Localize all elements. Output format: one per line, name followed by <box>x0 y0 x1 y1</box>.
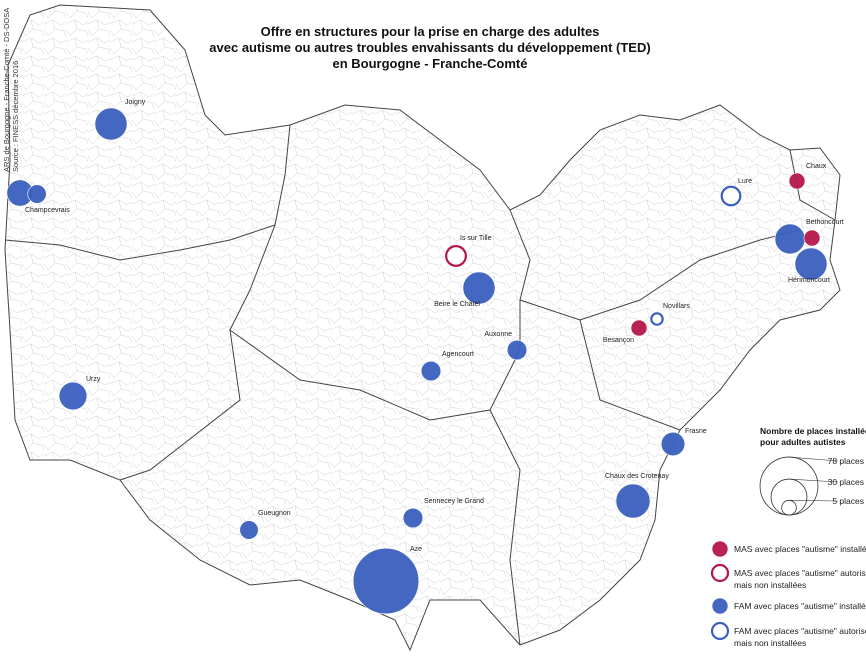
site-bubble <box>239 520 259 540</box>
site-bubble <box>794 247 828 281</box>
site-label: Joigny <box>125 99 146 106</box>
site-label: Lure <box>738 178 752 185</box>
legend-title: pour adultes autistes <box>760 437 846 447</box>
size-legend-circle <box>759 456 819 516</box>
legend-label: mais non installées <box>734 580 806 590</box>
site-label: Besançon <box>603 337 634 344</box>
legend-symbol <box>710 621 730 641</box>
credit: Source : FINESS décembre 2016 <box>11 61 20 172</box>
site-bubble <box>803 229 821 247</box>
site-bubble <box>788 172 806 190</box>
site-label: Bethoncourt <box>806 219 844 226</box>
size-legend-leader <box>788 478 839 483</box>
size-legend-label: 30 places <box>828 477 864 487</box>
site-label: Is sur Tille <box>460 235 492 242</box>
legend-title: Nombre de places installées <box>760 426 866 436</box>
site-label: Champcevrais <box>25 207 70 214</box>
site-label: Chaux des Crotenay <box>605 473 669 480</box>
credit: ARS de Bourgogne - Franche-Comté - DS-DO… <box>2 8 11 172</box>
site-label: Agencourt <box>442 351 474 358</box>
site-label: Gueugnon <box>258 510 291 517</box>
legend-symbol <box>711 540 729 558</box>
site-bubble <box>420 360 442 382</box>
site-bubble <box>660 431 686 457</box>
site-bubble <box>58 381 88 411</box>
legend-label: mais non installées <box>734 638 806 648</box>
site-bubble <box>27 184 47 204</box>
legend-label: FAM avec places "autisme" installées <box>734 601 866 611</box>
site-label: Sennecey le Grand <box>424 498 484 505</box>
site-label: Aze <box>410 546 422 553</box>
title-line: en Bourgogne - Franche-Comté <box>332 56 527 71</box>
site-bubble <box>402 507 424 529</box>
site-bubble <box>445 245 467 267</box>
site-bubble <box>650 312 664 326</box>
site-label: Novillars <box>663 303 690 310</box>
site-label: Beire le Châtel <box>434 301 480 308</box>
legend-label: MAS avec places "autisme" installées <box>734 544 866 554</box>
site-label: Chaux <box>806 163 827 170</box>
site-bubble <box>615 483 651 519</box>
legend-symbol <box>710 563 730 583</box>
legend-symbol <box>711 597 729 615</box>
site-label: Hérimoncourt <box>788 277 830 284</box>
size-legend-leader <box>788 500 839 502</box>
site-bubble <box>630 319 648 337</box>
size-legend-circle <box>770 478 808 516</box>
site-bubble <box>462 271 496 305</box>
size-legend-label: 78 places <box>828 456 864 466</box>
size-legend-label: 5 places <box>832 496 864 506</box>
legend-label: MAS avec places "autisme" autorisées <box>734 568 866 578</box>
site-label: Urzy <box>86 376 101 383</box>
title-line: avec autisme ou autres troubles envahiss… <box>209 40 650 55</box>
site-bubble <box>352 547 420 615</box>
title-line: Offre en structures pour la prise en cha… <box>261 24 600 39</box>
site-bubble <box>774 223 806 255</box>
size-legend-leader <box>788 456 839 462</box>
site-bubble <box>506 339 528 361</box>
size-legend-circle <box>781 499 797 516</box>
site-label: Auxonne <box>484 331 512 338</box>
site-label: Frasne <box>685 428 707 435</box>
site-bubble <box>720 185 742 207</box>
legend-label: FAM avec places "autisme" autorisées <box>734 626 866 636</box>
site-bubble <box>94 107 128 141</box>
